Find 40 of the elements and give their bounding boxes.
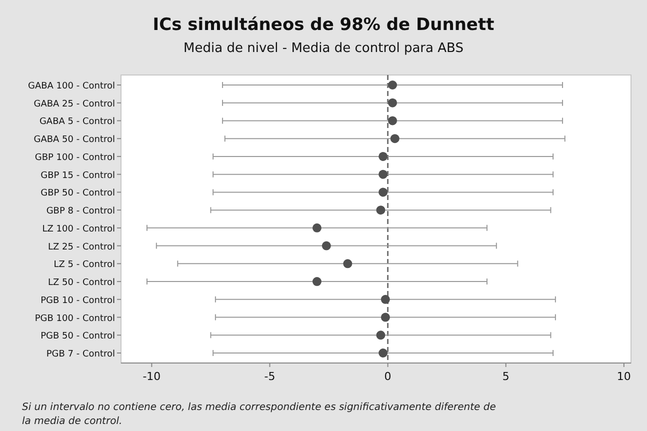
chart-subtitle: Media de nivel - Media de control para ABS (184, 41, 464, 56)
y-tick-label: GABA 50 - Control (34, 135, 115, 146)
point (380, 312, 390, 322)
point (376, 330, 386, 340)
x-tick-label: -5 (264, 370, 276, 383)
point (376, 206, 386, 215)
y-tick-label: LZ 100 - Control (42, 224, 115, 234)
y-tick-label: LZ 5 - Control (54, 260, 115, 270)
text: Si un intervalo no contiene cero, las media correspondiente es significativamente diferente de la media de control. (22, 402, 496, 427)
point (322, 241, 331, 250)
point (388, 80, 398, 90)
y-tick-label: PGB 50 - Control (40, 332, 115, 342)
y-tick-label: LZ 25 - Control (48, 242, 115, 252)
y-tick-label: GBP 50 - Control (40, 188, 115, 199)
y-tick-label: PGB 100 - Control (34, 314, 115, 324)
y-tick-label: LZ 50 - Control (48, 278, 115, 288)
y-tick-label: PGB 7 - Control (46, 350, 115, 360)
x-tick-label: -10 (142, 370, 161, 383)
y-tick-label: PGB 10 - Control (40, 296, 115, 306)
point (343, 259, 352, 268)
point (378, 348, 388, 358)
point (380, 294, 390, 304)
x-tick-label: 0 (384, 370, 392, 383)
y-tick-label: GBP 100 - Control (34, 152, 115, 163)
point (390, 134, 400, 144)
y-tick-label: GABA 5 - Control (39, 117, 115, 128)
point (378, 170, 388, 179)
y-tick-label: GABA 25 - Control (34, 99, 115, 110)
y-tick-label: GBP 15 - Control (40, 170, 115, 181)
y-tick-label: GBP 8 - Control (46, 206, 115, 217)
point (378, 152, 388, 161)
point (388, 98, 398, 108)
point (378, 188, 388, 197)
point (312, 223, 322, 232)
y-tick-label: GABA 100 - Control (28, 82, 115, 92)
point (312, 277, 322, 286)
chart-title: ICs simultáneos de 98% de Dunnett (152, 15, 494, 35)
x-tick-label: 5 (502, 370, 510, 383)
x-tick-label: 10 (616, 370, 631, 383)
point (388, 116, 398, 126)
